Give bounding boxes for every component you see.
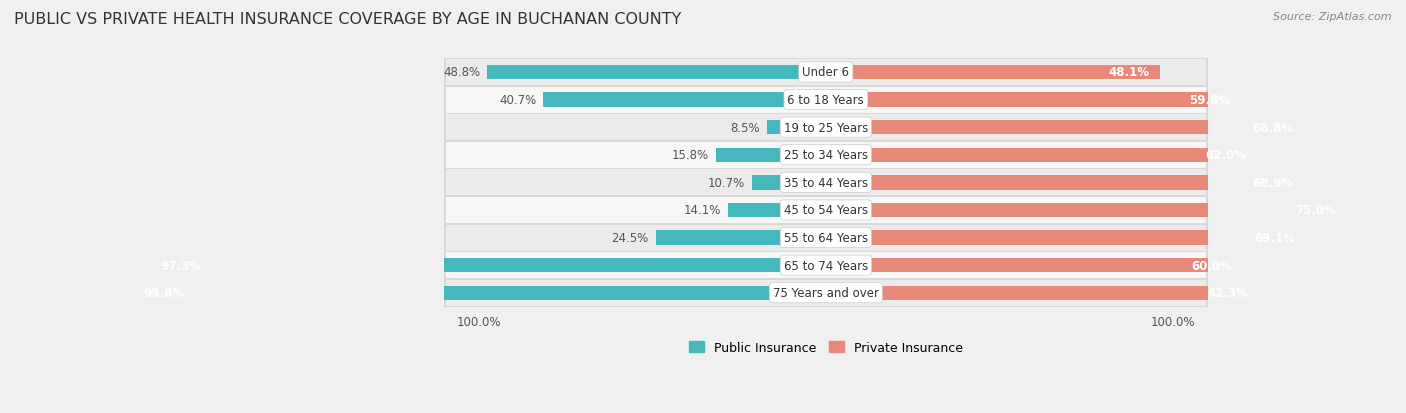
Legend: Public Insurance, Private Insurance: Public Insurance, Private Insurance [683,336,967,359]
Text: 60.0%: 60.0% [1191,259,1232,272]
Text: 35 to 44 Years: 35 to 44 Years [783,176,868,190]
Text: 55 to 64 Years: 55 to 64 Years [783,231,868,244]
Text: 65 to 74 Years: 65 to 74 Years [783,259,868,272]
Bar [825,93,1241,107]
Bar [766,121,825,135]
Bar [728,203,825,218]
Bar [825,258,1243,273]
Bar [446,88,1206,113]
Bar [446,197,1206,223]
Bar [825,66,1160,80]
Bar [444,142,1208,169]
Text: 59.8%: 59.8% [1189,94,1230,107]
Text: 62.3%: 62.3% [1208,287,1249,299]
Text: 75.0%: 75.0% [1295,204,1336,217]
Bar [752,176,825,190]
Bar [444,252,1208,279]
Text: 48.8%: 48.8% [443,66,479,79]
Bar [825,231,1306,245]
Text: PUBLIC VS PRIVATE HEALTH INSURANCE COVERAGE BY AGE IN BUCHANAN COUNTY: PUBLIC VS PRIVATE HEALTH INSURANCE COVER… [14,12,682,27]
Bar [444,197,1208,224]
Text: 8.5%: 8.5% [730,121,759,134]
Bar [444,114,1208,142]
Text: 68.8%: 68.8% [1251,121,1294,134]
Text: 40.7%: 40.7% [499,94,536,107]
Bar [446,60,1206,86]
Text: 19 to 25 Years: 19 to 25 Years [783,121,868,134]
Bar [444,87,1208,114]
Text: 14.1%: 14.1% [683,204,721,217]
Bar [655,231,825,245]
Text: 69.1%: 69.1% [1254,231,1295,244]
Text: 10.7%: 10.7% [707,176,745,190]
Bar [444,59,1208,87]
Bar [825,203,1347,218]
Text: 48.1%: 48.1% [1108,66,1150,79]
Text: 45 to 54 Years: 45 to 54 Years [783,204,868,217]
Text: 24.5%: 24.5% [612,231,648,244]
Text: 62.0%: 62.0% [1205,149,1246,162]
Text: 75 Years and over: 75 Years and over [773,287,879,299]
Text: Source: ZipAtlas.com: Source: ZipAtlas.com [1274,12,1392,22]
Text: 97.3%: 97.3% [160,259,201,272]
Bar [444,279,1208,307]
Text: Under 6: Under 6 [803,66,849,79]
Bar [446,142,1206,169]
Text: 6 to 18 Years: 6 to 18 Years [787,94,865,107]
Bar [446,252,1206,278]
Bar [543,93,825,107]
Bar [444,169,1208,197]
Bar [150,258,825,273]
Bar [132,286,825,300]
Bar [825,286,1258,300]
Bar [446,115,1206,141]
Text: 25 to 34 Years: 25 to 34 Years [783,149,868,162]
Bar [446,170,1206,196]
Bar [825,121,1303,135]
Bar [716,148,825,163]
Text: 15.8%: 15.8% [672,149,709,162]
Bar [825,176,1305,190]
Bar [825,148,1257,163]
Text: 68.9%: 68.9% [1253,176,1294,190]
Text: 99.8%: 99.8% [143,287,184,299]
Bar [486,66,825,80]
Bar [446,280,1206,306]
Bar [444,224,1208,252]
Bar [446,225,1206,251]
